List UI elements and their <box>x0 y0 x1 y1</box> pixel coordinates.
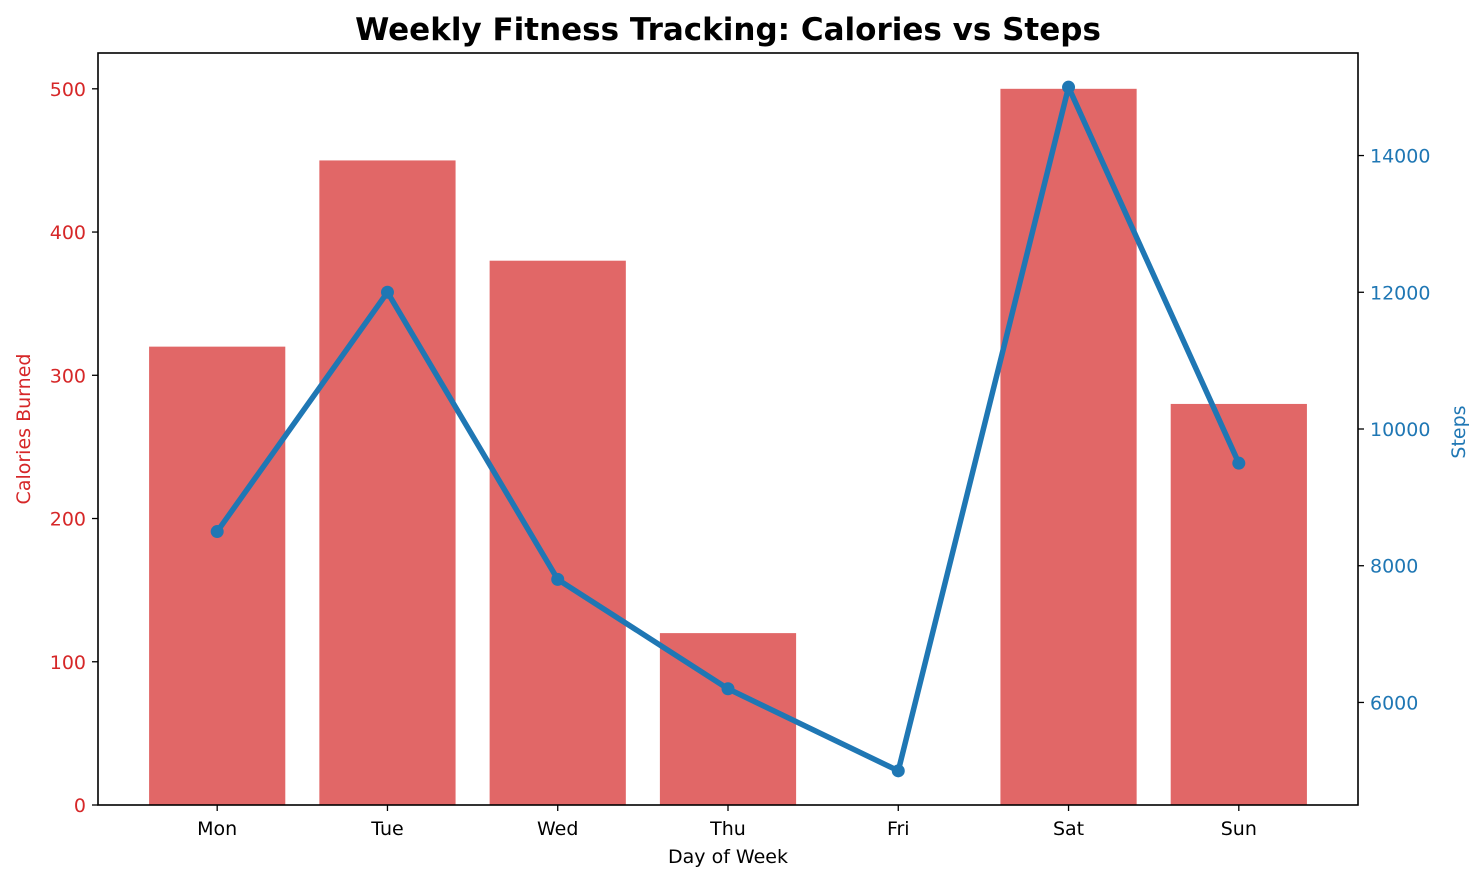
right-tick-label: 6000 <box>1370 692 1418 714</box>
right-tick-label: 12000 <box>1370 282 1430 304</box>
steps-point-thu <box>721 682 735 696</box>
left-tick-label: 400 <box>50 222 86 244</box>
x-tick-label: Fri <box>887 818 910 840</box>
right-tick-label: 14000 <box>1370 146 1430 168</box>
steps-point-mon <box>210 525 224 539</box>
left-tick-label: 500 <box>50 79 86 101</box>
right-axis-label: Steps <box>1448 405 1470 458</box>
x-tick-label: Thu <box>709 818 746 840</box>
left-tick-label: 300 <box>50 365 86 387</box>
steps-line-group <box>210 80 1246 778</box>
left-axis-label: Calories Burned <box>13 354 35 505</box>
steps-point-fri <box>891 764 905 778</box>
x-tick-label: Wed <box>537 818 578 840</box>
chart-title: Weekly Fitness Tracking: Calories vs Ste… <box>355 12 1101 48</box>
bar-mon <box>149 346 286 805</box>
steps-point-wed <box>551 572 565 586</box>
x-tick-label: Sun <box>1221 818 1257 840</box>
steps-point-tue <box>380 285 394 299</box>
left-axis-ticks: 0 100 200 300 400 500 <box>50 79 98 817</box>
right-axis-ticks: 6000 8000 10000 12000 14000 <box>1358 146 1430 714</box>
bar-sat <box>1000 88 1137 806</box>
calories-bars <box>149 88 1307 806</box>
right-tick-label: 10000 <box>1370 419 1430 441</box>
bar-wed <box>489 260 626 805</box>
left-tick-label: 0 <box>74 795 86 817</box>
right-tick-label: 8000 <box>1370 556 1418 578</box>
x-axis-ticks: Mon Tue Wed Thu Fri Sat Sun <box>197 805 1257 840</box>
left-tick-label: 100 <box>50 652 86 674</box>
x-tick-label: Mon <box>197 818 237 840</box>
bar-tue <box>319 160 456 805</box>
left-tick-label: 200 <box>50 509 86 531</box>
x-axis-label: Day of Week <box>668 846 788 868</box>
x-tick-label: Tue <box>370 818 403 840</box>
bar-sun <box>1170 403 1307 805</box>
steps-point-sun <box>1232 456 1246 470</box>
x-tick-label: Sat <box>1053 818 1084 840</box>
steps-point-sat <box>1062 80 1076 94</box>
